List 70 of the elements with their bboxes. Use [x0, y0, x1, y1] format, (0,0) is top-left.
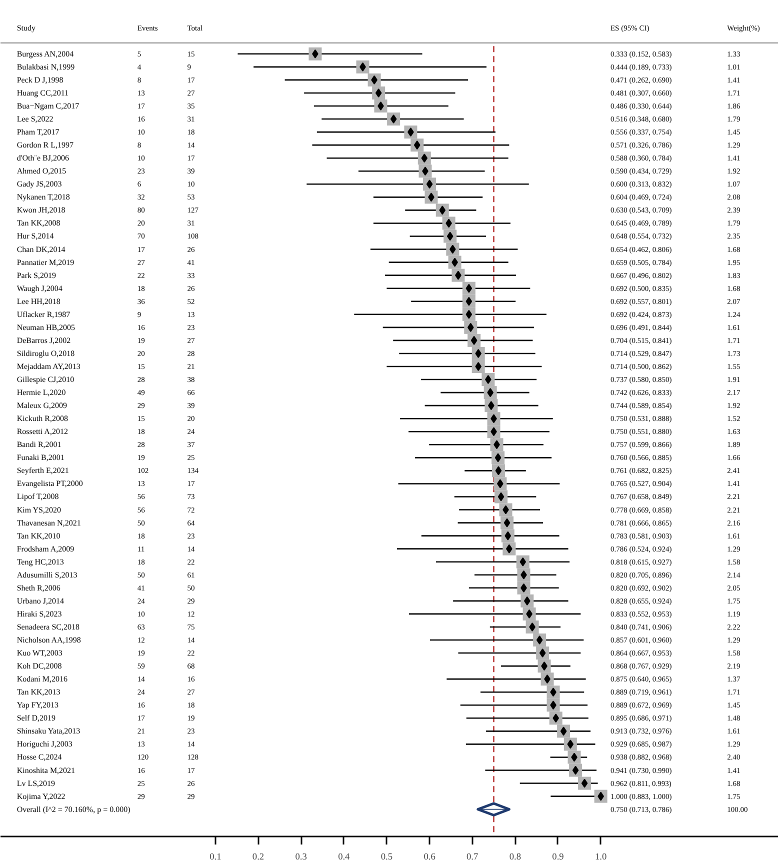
y-tick-label: Uflacker R,1987	[16, 310, 70, 319]
y-tick-label: Burgess AN,2004	[16, 49, 74, 58]
y-tick-label: Chan DK,2014	[16, 244, 66, 254]
y-tick-label: Kojima Y,2022	[16, 792, 66, 801]
y-tick-label: Senadeera SC,2018	[16, 622, 80, 632]
y-tick-label: Bua−Ngam C,2017	[16, 102, 80, 110]
x-tick-label: 1.0	[594, 852, 607, 862]
y-tick-label: Maleux G,2009	[16, 401, 68, 410]
y-tick-label: Gordon R L,1997	[16, 140, 74, 150]
y-tick-label: Huang CC,2011	[16, 88, 69, 98]
y-tick-label: Hosse C,2024	[16, 752, 62, 762]
y-tick-label: Kickuth R,2008	[16, 414, 68, 424]
x-tick-label: 0.7	[466, 852, 479, 862]
y-tick-label: Neuman HB,2005	[16, 322, 76, 332]
y-tick-label: Kwon JH,2018	[16, 206, 66, 215]
y-tick-label: Nicholson AA,1998	[16, 636, 81, 645]
y-tick-label: Lee S,2022	[16, 114, 54, 124]
y-tick-label: Sheth R,2006	[16, 583, 60, 592]
y-axis-title: Study	[16, 23, 36, 32]
y-tick-label: Urbano J,2014	[16, 596, 64, 606]
y-tick-label: Thavanesan N,2021	[16, 518, 81, 528]
y-tick-label: Mejaddam AY,2013	[16, 362, 80, 371]
y-tick-label: Sildiroglu O,2018	[16, 348, 75, 358]
y-tick-label: Seyferth E,2021	[16, 466, 69, 476]
y-tick-label: Funaki B,2001	[16, 453, 64, 462]
x-tick-label: 0.8	[509, 852, 522, 862]
y-tick-label: Lipof T,2008	[16, 492, 59, 502]
y-tick-label: Lv LS,2019	[16, 778, 56, 788]
y-tick-label: Self D,2019	[16, 714, 56, 723]
y-tick-label: Tan KK,2008	[16, 218, 60, 228]
y-tick-label: Horiguchi J,2003	[16, 740, 72, 749]
y-tick-label: Frodsham A,2009	[16, 544, 74, 554]
y-tick-label: Kodani M,2016	[16, 674, 68, 684]
y-tick-label: Bulakbasi N,1999	[16, 62, 75, 72]
y-tick-label: Yap FY,2013	[16, 700, 59, 710]
y-tick-label: Kim YS,2020	[16, 505, 61, 514]
y-tick-label: Hiraki S,2023	[16, 609, 62, 618]
x-tick-label: 0.4	[338, 852, 350, 862]
y-tick-label: Rossetti A,2012	[16, 427, 68, 436]
y-tick-label: Park S,2019	[16, 270, 56, 280]
x-tick-label: 0.9	[552, 852, 564, 862]
y-tick-label: Gady JS,2003	[16, 180, 62, 189]
y-tick-label: Waugh J,2004	[16, 284, 62, 293]
y-tick-label: Peck D J,1998	[16, 75, 64, 84]
y-tick-label: Gillespie CJ,2010	[16, 375, 74, 384]
x-tick-label: 0.6	[424, 852, 436, 862]
x-tick-label: 0.5	[380, 852, 393, 862]
x-tick-label: 0.3	[295, 852, 308, 862]
y-tick-label: d'Oth¨e BJ,2006	[16, 154, 69, 163]
y-tick-label: Overall (I^2 = 70.160%, p = 0.000)	[16, 804, 131, 814]
y-tick-label: Adusumilli S,2013	[16, 570, 78, 580]
y-tick-label: Hur S,2014	[16, 232, 54, 241]
y-tick-label: Tan KK,2010	[16, 531, 60, 540]
y-tick-label: Evangelista PT,2000	[16, 479, 83, 488]
y-tick-label: Koh DC,2008	[16, 662, 62, 671]
y-tick-label: Pham T,2017	[16, 128, 60, 137]
y-tick-label: Bandi R,2001	[16, 440, 62, 450]
y-tick-label: Shinsaku Yata,2013	[16, 726, 80, 736]
y-tick-label: Tan KK,2013	[16, 688, 60, 697]
y-tick-label: Lee HH,2018	[16, 296, 60, 306]
y-tick-label: Kuo WT,2003	[16, 648, 62, 658]
y-tick-label: Kinoshita M,2021	[16, 766, 76, 775]
y-tick-label: Hermie L,2020	[16, 388, 66, 398]
y-tick-label: Teng HC,2013	[16, 557, 64, 566]
x-tick-label: 0.2	[252, 852, 264, 862]
y-tick-label: Ahmed O,2015	[16, 166, 66, 176]
y-tick-label: DeBarros J,2002	[16, 336, 71, 345]
y-tick-label: Pannatier M,2019	[16, 258, 74, 267]
y-tick-label: Nykanen T,2018	[16, 192, 70, 202]
x-tick-label: 0.1	[210, 852, 222, 862]
